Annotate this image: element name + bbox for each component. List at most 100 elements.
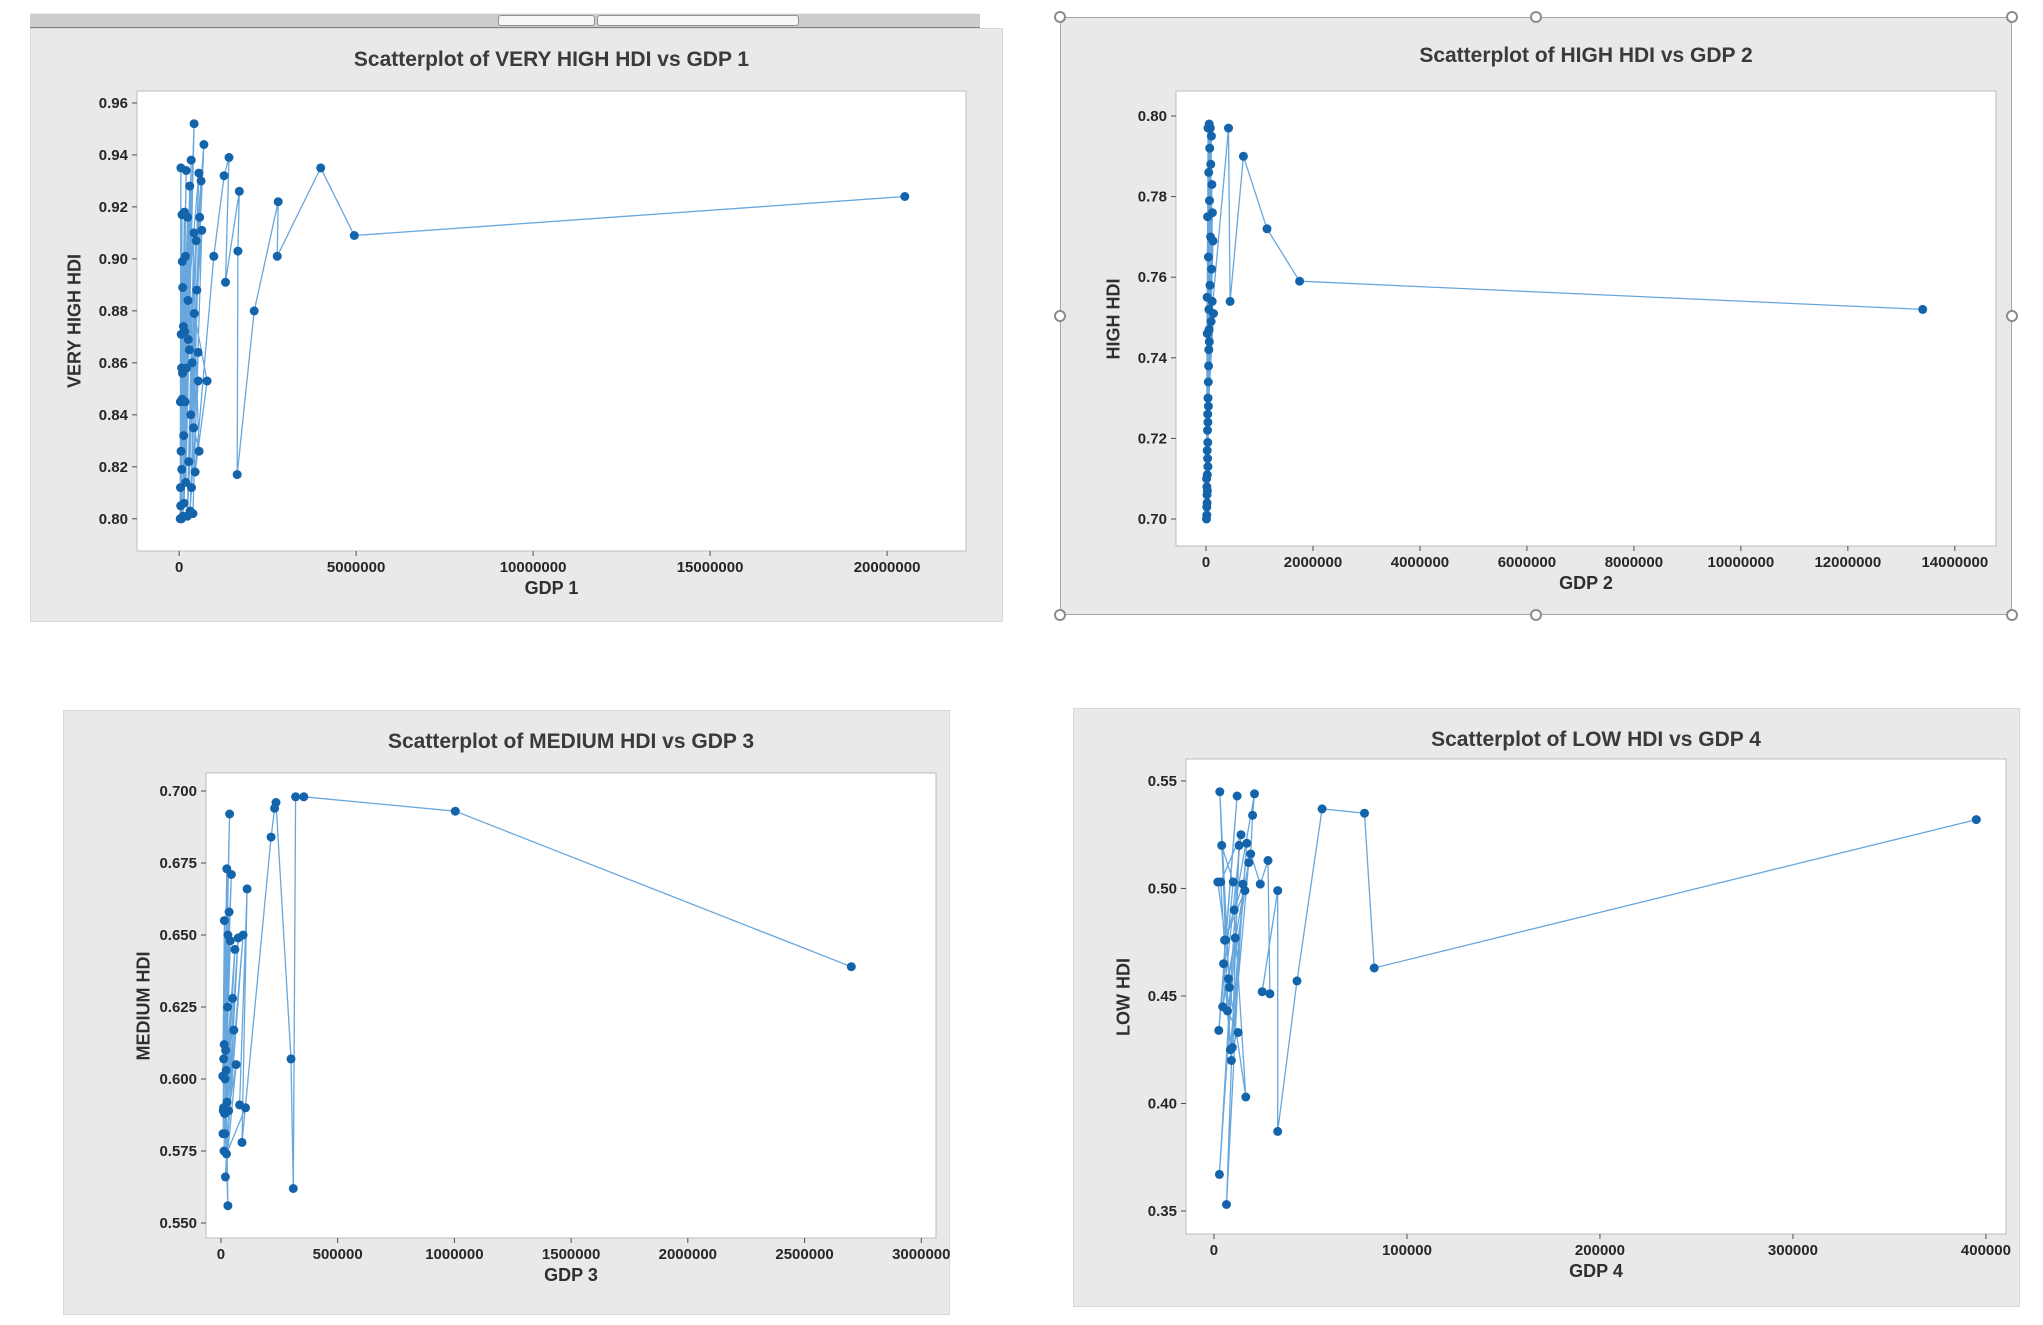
y-tick-label: 0.70 bbox=[1138, 511, 1167, 528]
data-point-marker bbox=[224, 907, 234, 917]
data-point-marker bbox=[181, 166, 191, 175]
y-tick-label: 0.94 bbox=[99, 147, 129, 164]
data-point-marker bbox=[188, 509, 198, 519]
data-point-marker bbox=[237, 1137, 247, 1147]
data-point-marker bbox=[1233, 1028, 1243, 1037]
data-point-marker bbox=[1214, 1025, 1224, 1035]
data-point-marker bbox=[202, 376, 212, 386]
data-point-marker bbox=[1204, 167, 1214, 177]
selection-handle-sw[interactable] bbox=[1054, 609, 1066, 621]
chart-title: Scatterplot of MEDIUM HDI vs GDP 3 bbox=[387, 730, 755, 753]
data-point-marker bbox=[219, 171, 229, 181]
data-point-marker bbox=[233, 246, 243, 256]
data-point-marker bbox=[1246, 849, 1256, 859]
plot-background bbox=[136, 90, 967, 552]
data-point-marker bbox=[1224, 974, 1233, 984]
data-point-marker bbox=[1227, 1043, 1237, 1053]
x-tick-label: 0 bbox=[175, 559, 183, 576]
data-point-marker bbox=[179, 431, 189, 441]
data-point-marker bbox=[189, 228, 199, 238]
data-point-marker bbox=[1202, 486, 1212, 496]
data-point-marker bbox=[209, 251, 219, 261]
data-point-marker bbox=[1203, 252, 1213, 262]
chart-panel-very-high-hdi[interactable]: Scatterplot of VERY HIGH HDI vs GDP 1 VE… bbox=[30, 28, 1003, 622]
data-point-marker bbox=[1202, 446, 1212, 455]
chart-panel-low-hdi[interactable]: Scatterplot of LOW HDI vs GDP 4 LOW HDI … bbox=[1073, 708, 2020, 1307]
data-point-marker bbox=[1257, 987, 1267, 997]
chart-panel-medium-hdi[interactable]: Scatterplot of MEDIUM HDI vs GDP 3 MEDIU… bbox=[63, 710, 950, 1315]
data-point-marker bbox=[1360, 808, 1369, 818]
data-point-marker bbox=[271, 798, 281, 807]
y-tick-label: 0.82 bbox=[99, 459, 128, 476]
scrollbar-thumb[interactable] bbox=[498, 15, 595, 26]
series-line bbox=[222, 796, 852, 1207]
x-axis-label: GDP 3 bbox=[544, 1265, 598, 1285]
data-point-marker bbox=[1222, 1200, 1231, 1209]
data-point-marker bbox=[183, 212, 193, 222]
data-point-marker bbox=[184, 345, 194, 355]
data-point-marker bbox=[221, 277, 230, 287]
x-tick-label: 300000 bbox=[1768, 1242, 1818, 1259]
data-point-marker bbox=[1236, 830, 1246, 840]
data-point-marker bbox=[273, 197, 283, 207]
y-tick-label: 0.650 bbox=[159, 927, 197, 944]
data-point-marker bbox=[249, 306, 259, 316]
data-point-marker bbox=[184, 457, 194, 467]
y-tick-label: 0.88 bbox=[99, 303, 128, 320]
data-point-marker bbox=[220, 1074, 230, 1084]
data-point-marker bbox=[1224, 982, 1234, 992]
data-point-marker bbox=[192, 285, 202, 295]
data-point-marker bbox=[225, 809, 235, 819]
data-point-marker bbox=[288, 1184, 298, 1193]
selection-handle-nw[interactable] bbox=[1054, 11, 1066, 23]
data-point-marker bbox=[1216, 877, 1226, 887]
data-point-marker bbox=[1206, 159, 1216, 169]
chart-title: Scatterplot of LOW HDI vs GDP 4 bbox=[1431, 728, 1761, 751]
data-point-marker bbox=[1207, 208, 1217, 218]
data-point-marker bbox=[1226, 1056, 1236, 1065]
data-point-marker bbox=[186, 155, 196, 165]
data-point-marker bbox=[1202, 470, 1212, 480]
y-tick-label: 0.700 bbox=[159, 783, 197, 800]
data-point-marker bbox=[189, 119, 199, 129]
scrollbar-thumb[interactable] bbox=[597, 15, 799, 26]
x-tick-label: 2000000 bbox=[659, 1246, 717, 1263]
data-point-marker bbox=[316, 163, 326, 173]
y-tick-label: 0.35 bbox=[1148, 1203, 1177, 1220]
selection-handle-se[interactable] bbox=[2006, 609, 2018, 621]
data-point-marker bbox=[1203, 437, 1213, 447]
plot-area: 0 5000000 10000000 15000000 20000000 0.96 0.94… bbox=[99, 90, 967, 576]
plot-area: 0 500000 1000000 1500000 2000000 2500000 30000… bbox=[159, 772, 950, 1263]
data-point-marker bbox=[1229, 905, 1239, 915]
data-point-marker bbox=[179, 498, 189, 508]
data-point-marker bbox=[187, 358, 197, 368]
selection-handle-s[interactable] bbox=[1530, 609, 1542, 621]
selection-handle-w[interactable] bbox=[1054, 310, 1066, 322]
x-tick-label: 15000000 bbox=[677, 559, 744, 576]
plot-background bbox=[205, 772, 937, 1239]
chart-panel-high-hdi[interactable]: Scatterplot of HIGH HDI vs GDP 2 HIGH HD… bbox=[1060, 17, 2012, 615]
data-point-marker bbox=[1255, 879, 1265, 889]
data-point-marker bbox=[900, 192, 910, 201]
data-point-marker bbox=[196, 176, 206, 186]
data-point-marker bbox=[266, 832, 276, 842]
data-point-marker bbox=[183, 335, 193, 344]
y-tick-label: 0.55 bbox=[1148, 773, 1177, 790]
data-point-marker bbox=[1217, 840, 1227, 850]
selection-handle-ne[interactable] bbox=[2006, 11, 2018, 23]
data-point-marker bbox=[1242, 838, 1252, 848]
chart-title: Scatterplot of VERY HIGH HDI vs GDP 1 bbox=[353, 48, 750, 71]
x-tick-label: 0 bbox=[217, 1246, 225, 1263]
data-point-marker bbox=[1238, 151, 1248, 161]
data-point-marker bbox=[272, 251, 282, 261]
data-point-marker bbox=[1205, 123, 1215, 133]
data-point-marker bbox=[286, 1054, 296, 1064]
data-point-marker bbox=[177, 464, 187, 474]
y-tick-label: 0.80 bbox=[99, 511, 128, 528]
selection-handle-e[interactable] bbox=[2006, 310, 2018, 322]
data-point-marker bbox=[1203, 393, 1213, 403]
data-point-marker bbox=[1205, 143, 1215, 153]
data-point-marker bbox=[189, 423, 199, 433]
selection-handle-n[interactable] bbox=[1530, 11, 1542, 23]
x-axis-label: GDP 2 bbox=[1559, 573, 1613, 593]
